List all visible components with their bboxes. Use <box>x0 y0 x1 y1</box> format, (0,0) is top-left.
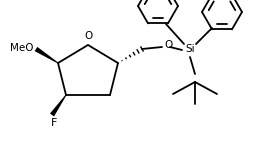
Text: Si: Si <box>185 44 195 54</box>
Polygon shape <box>50 95 67 116</box>
Text: O: O <box>164 40 172 50</box>
Text: O: O <box>85 31 93 41</box>
Text: F: F <box>51 118 57 128</box>
Text: MeO: MeO <box>10 43 33 53</box>
Polygon shape <box>35 47 58 63</box>
